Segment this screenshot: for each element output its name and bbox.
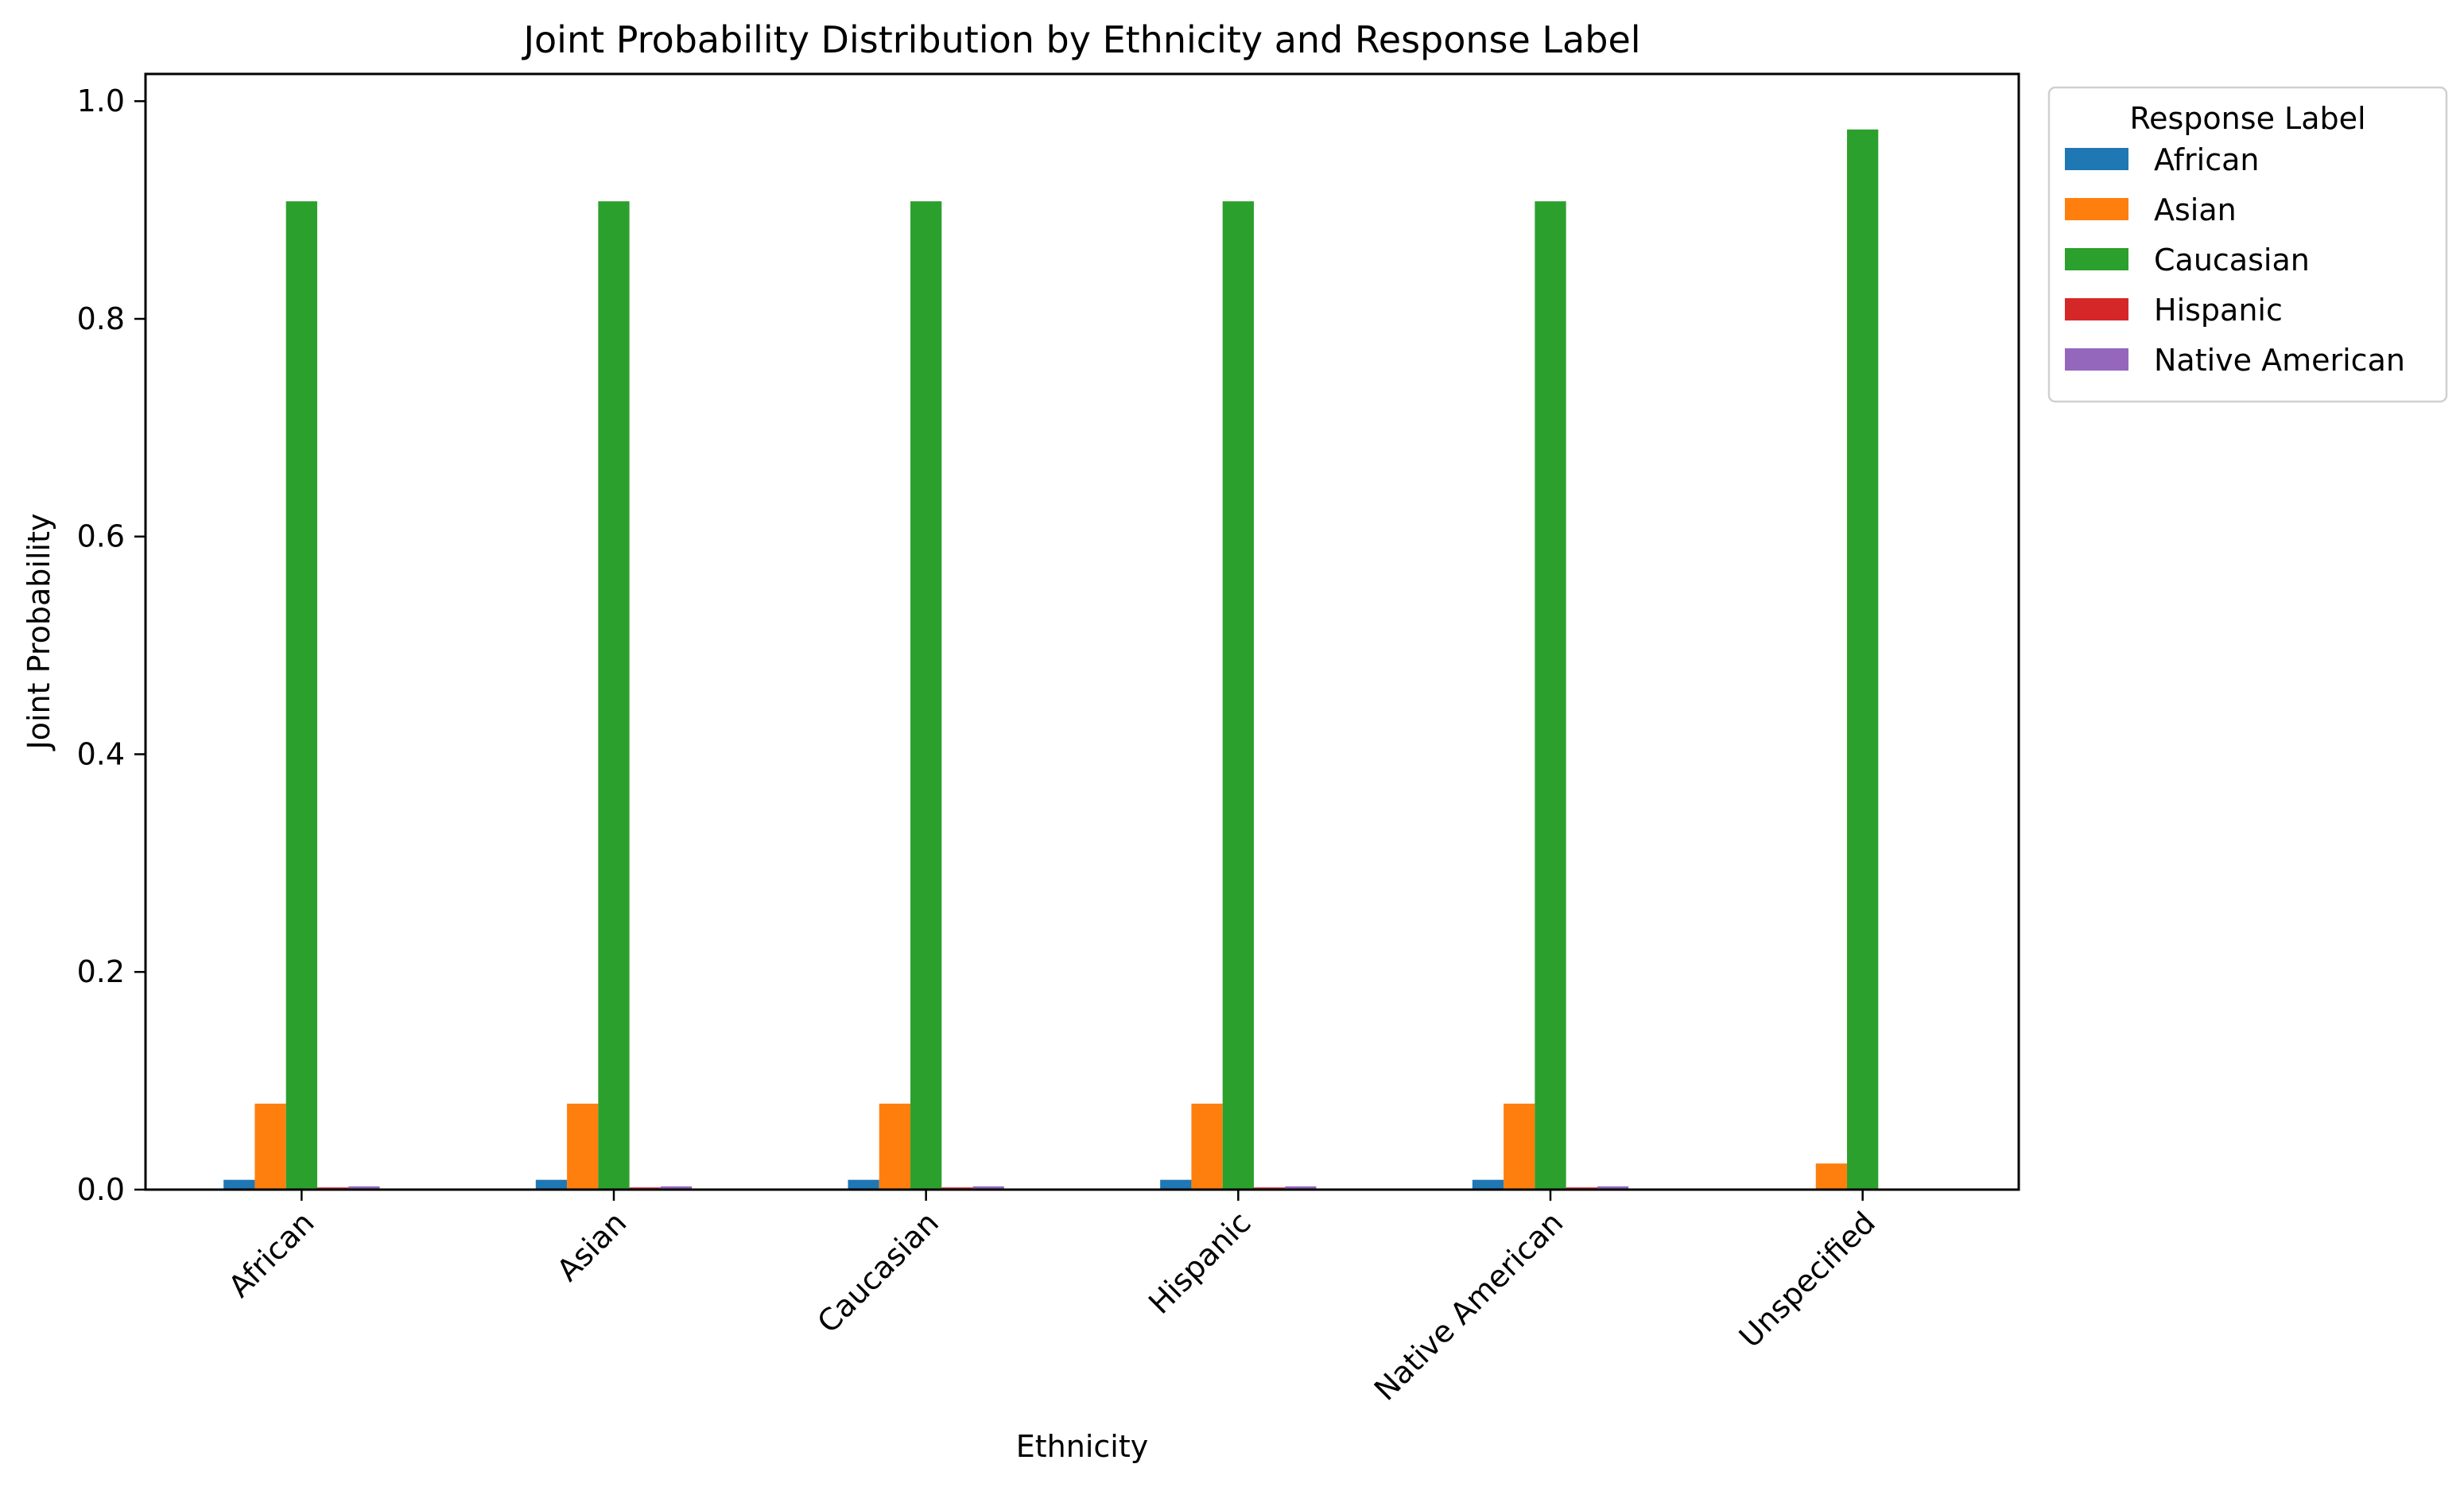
legend-label: Hispanic <box>2154 293 2283 328</box>
x-axis-label: Ethnicity <box>1016 1429 1148 1464</box>
bar-asian-native-american <box>1504 1103 1535 1190</box>
bar-african-asian <box>535 1179 568 1190</box>
legend-label: Native American <box>2154 343 2405 378</box>
y-tick-label: 0.8 <box>77 301 125 336</box>
x-tick-label: African <box>222 1205 321 1304</box>
bar-asian-caucasian <box>879 1103 911 1190</box>
y-tick-label: 0.2 <box>77 954 125 989</box>
bar-asian-hispanic <box>1191 1103 1223 1190</box>
bar-asian-african <box>254 1103 286 1190</box>
bar-asian-asian <box>567 1103 599 1190</box>
bar-native-american-native-american <box>1597 1186 1629 1190</box>
x-tick-label: Caucasian <box>810 1205 945 1340</box>
bar-caucasian-caucasian <box>910 201 942 1190</box>
bar-african-caucasian <box>848 1179 879 1190</box>
bar-native-american-hispanic <box>1285 1186 1317 1190</box>
bar-asian-unspecified <box>1815 1163 1848 1190</box>
bar-african-native-american <box>1472 1179 1504 1190</box>
legend-swatch <box>2065 348 2128 371</box>
bar-caucasian-unspecified <box>1847 129 1879 1190</box>
legend-swatch <box>2065 148 2128 170</box>
legend-title: Response Label <box>2129 101 2365 136</box>
x-tick-label: Hispanic <box>1142 1205 1258 1321</box>
bar-african-hispanic <box>1160 1179 1192 1190</box>
x-tick-label: Asian <box>550 1205 633 1287</box>
y-axis-label: Joint Probability <box>21 514 56 751</box>
bar-caucasian-african <box>285 201 317 1190</box>
bar-native-american-caucasian <box>972 1186 1004 1190</box>
bar-caucasian-hispanic <box>1222 201 1254 1190</box>
legend-swatch <box>2065 298 2128 320</box>
x-tick-label: Unspecified <box>1733 1205 1882 1354</box>
x-tick-label: Native American <box>1368 1205 1570 1408</box>
y-tick-label: 1.0 <box>77 83 125 118</box>
legend-label: Caucasian <box>2154 243 2310 278</box>
y-tick-label: 0.0 <box>77 1172 125 1207</box>
plot-frame <box>144 72 2020 1191</box>
bar-african-african <box>223 1179 255 1190</box>
legend: Response Label African Asian Caucasian Hispa… <box>2047 86 2448 403</box>
y-tick-label: 0.6 <box>77 519 125 554</box>
bar-caucasian-native-american <box>1535 201 1566 1190</box>
bar-native-american-asian <box>660 1186 693 1190</box>
chart-title: Joint Probability Distribution by Ethnic… <box>521 18 1640 61</box>
legend-swatch <box>2065 248 2128 270</box>
plot-area: 0.0 0.2 0.4 0.6 0.8 1.0 African Asian Caucasian H… <box>77 72 2020 1408</box>
legend-swatch <box>2065 198 2128 220</box>
y-tick-label: 0.4 <box>77 736 125 771</box>
bar-caucasian-asian <box>598 201 630 1190</box>
legend-label: Asian <box>2154 192 2237 227</box>
legend-box <box>2047 86 2448 403</box>
bar-native-american-african <box>348 1186 380 1190</box>
legend-label: African <box>2154 142 2259 177</box>
